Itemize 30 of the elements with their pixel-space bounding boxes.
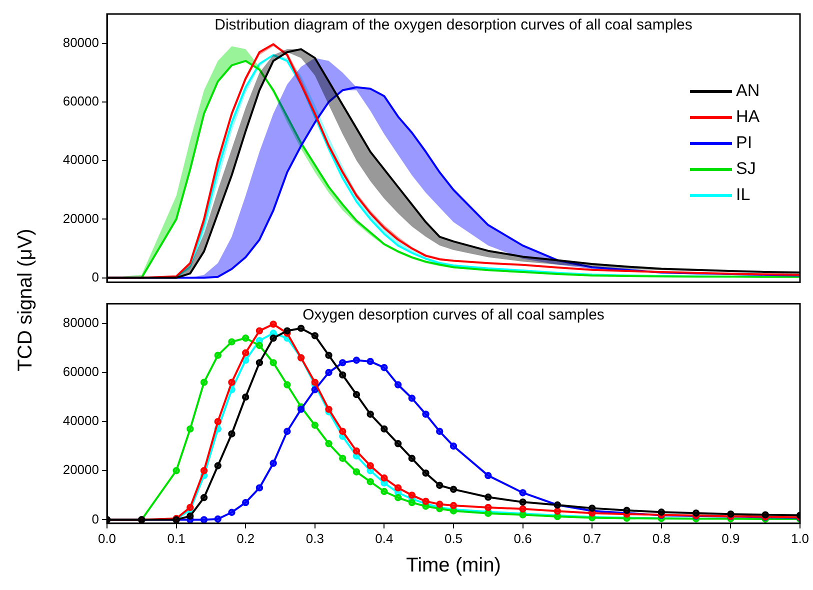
y-axis-title: TCD signal (μV): [14, 228, 38, 372]
legend-label: IL: [736, 184, 750, 206]
x-tick-label: 0.4: [375, 530, 394, 546]
y-tick-label: 40000: [62, 413, 99, 428]
x-tick-label: 0.7: [583, 530, 602, 546]
x-tick-label: 0.3: [306, 530, 324, 546]
y-tick-label: 0: [92, 511, 99, 526]
legend-label: HA: [736, 106, 760, 128]
y-tick-label: 60000: [62, 364, 99, 380]
y-tick-label: 80000: [62, 34, 99, 50]
y-tick-label: 80000: [62, 315, 99, 330]
x-tick-label: 0.9: [722, 530, 740, 546]
legend-label: AN: [736, 80, 760, 102]
y-tick-label: 0: [92, 269, 99, 284]
legend-label: SJ: [736, 158, 756, 180]
x-tick-label: 1.0: [790, 530, 810, 546]
x-tick-label: 0.5: [444, 530, 463, 546]
x-axis-title: Time (min): [406, 554, 501, 577]
chart-title: Oxygen desorption curves of all coal samples: [302, 306, 604, 324]
x-tick-label: 0.8: [652, 530, 670, 546]
x-tick-label: 0.6: [514, 530, 532, 546]
y-tick-label: 20000: [62, 462, 99, 478]
y-tick-label: 20000: [62, 210, 99, 226]
x-tick-label: 0.1: [167, 530, 186, 546]
y-tick-label: 40000: [62, 152, 99, 168]
x-tick-label: 0.0: [98, 530, 116, 546]
chart-title: Distribution diagram of the oxygen desorption curves of all coal samples: [214, 16, 692, 34]
legend-label: PI: [736, 132, 752, 154]
x-tick-label: 0.2: [236, 530, 255, 546]
y-tick-label: 60000: [62, 94, 99, 109]
